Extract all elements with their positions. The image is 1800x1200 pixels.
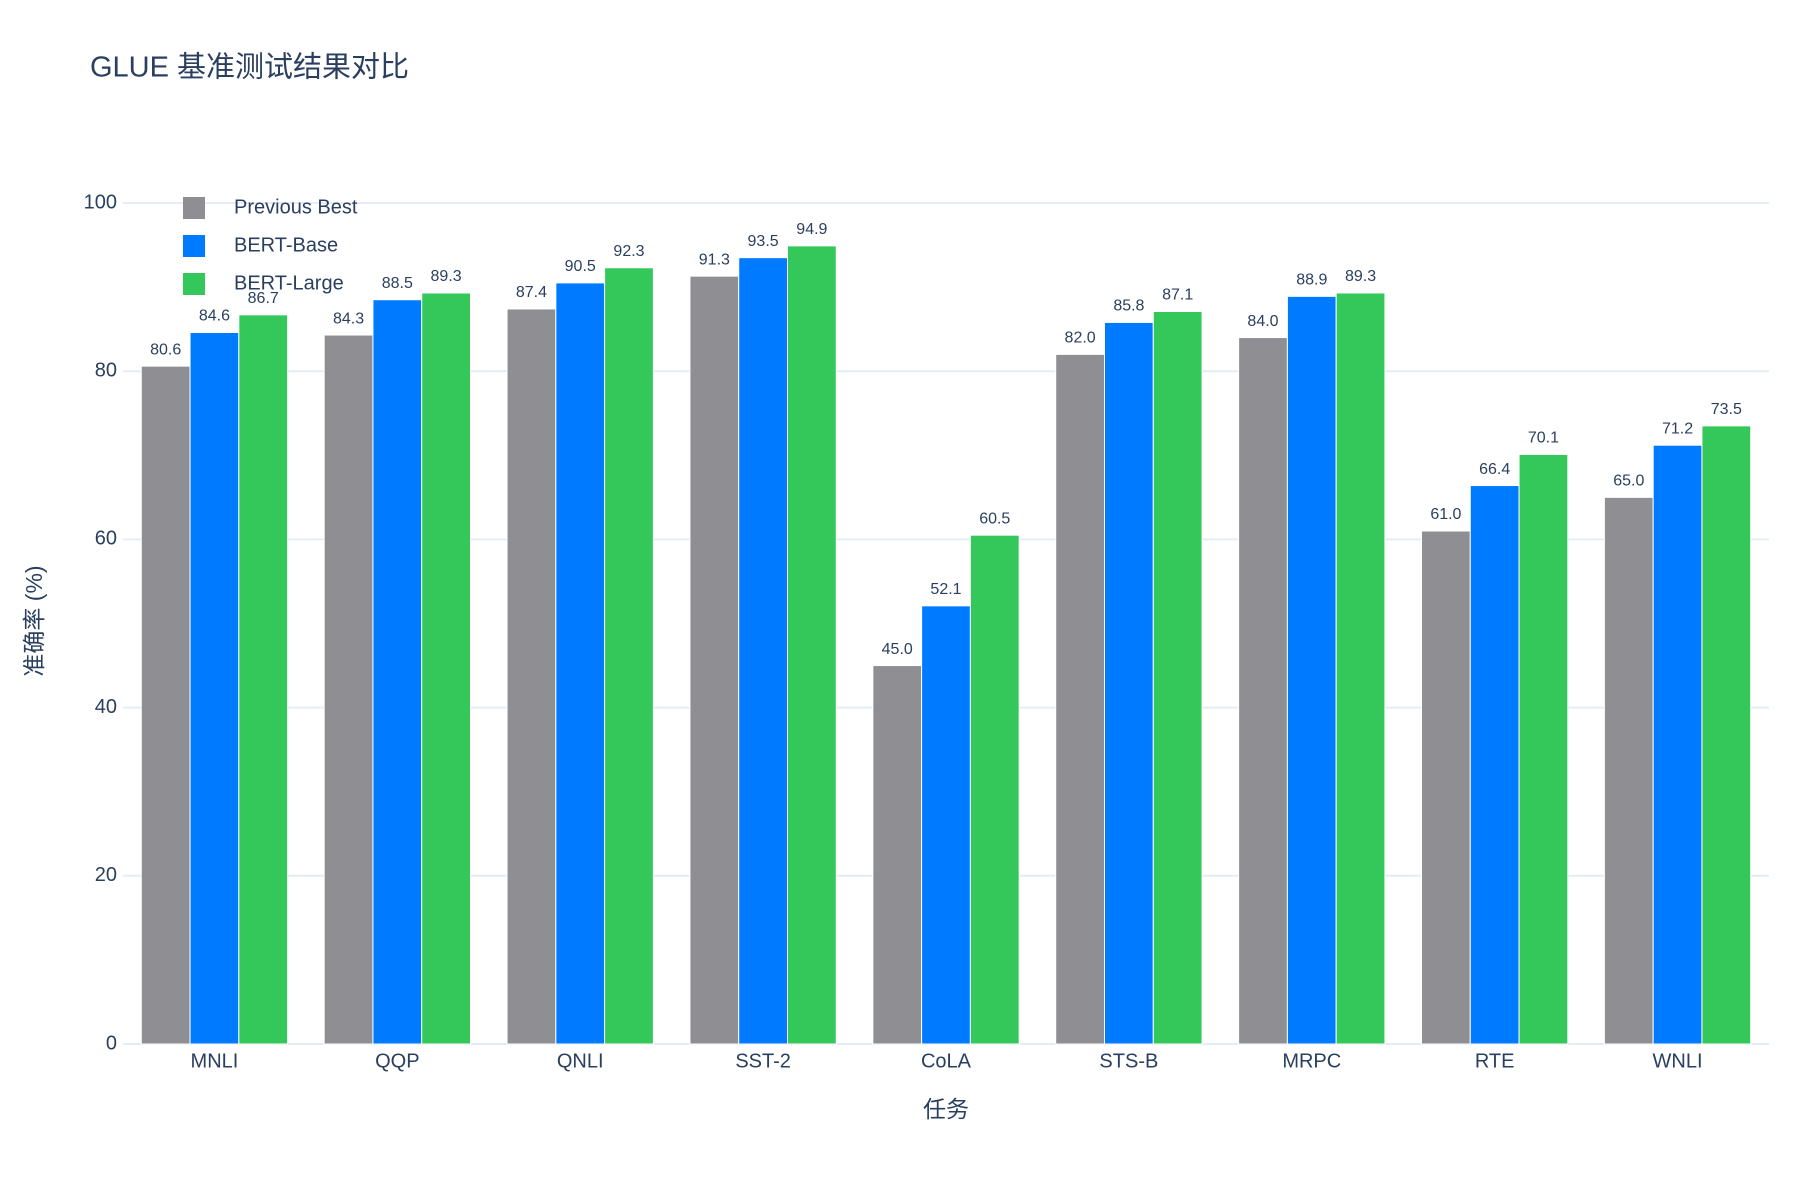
bar: [1152, 310, 1203, 1045]
bar: [1603, 496, 1654, 1045]
y-axis-title: 准确率 (%): [21, 565, 47, 676]
value-label: 88.9: [1296, 272, 1327, 289]
value-label: 87.4: [516, 284, 547, 301]
bar: [1518, 453, 1569, 1045]
value-label: 85.8: [1113, 298, 1144, 315]
legend-label: Previous Best: [234, 196, 358, 218]
bar: [323, 334, 374, 1045]
bar: [1238, 337, 1288, 1045]
x-tick-label: RTE: [1475, 1050, 1515, 1072]
value-label: 73.5: [1711, 401, 1742, 418]
value-label: 52.1: [930, 581, 961, 598]
value-label: 84.3: [333, 310, 364, 327]
value-label: 87.1: [1162, 287, 1193, 304]
y-tick-label: 100: [84, 191, 117, 213]
x-tick-label: SST-2: [735, 1050, 791, 1072]
bar: [786, 245, 837, 1045]
y-tick-label: 20: [95, 864, 117, 886]
legend-label: BERT-Base: [234, 234, 338, 256]
value-label: 90.5: [565, 258, 596, 275]
bar: [969, 534, 1020, 1045]
x-tick-label: QQP: [375, 1050, 419, 1072]
bar: [1421, 530, 1471, 1045]
x-tick-label: STS-B: [1099, 1050, 1158, 1072]
value-label: 89.3: [1345, 268, 1376, 285]
bar: [1335, 292, 1386, 1045]
value-label: 93.5: [748, 233, 779, 250]
bar: [738, 257, 788, 1045]
value-label: 71.2: [1662, 420, 1693, 437]
legend-swatch: [183, 197, 205, 219]
x-tick-label: MNLI: [191, 1050, 239, 1072]
legend-swatch: [183, 273, 205, 295]
x-axis-title: 任务: [923, 1096, 969, 1122]
value-label: 45.0: [882, 641, 913, 658]
value-label: 70.1: [1528, 430, 1559, 447]
value-label: 65.0: [1613, 473, 1644, 490]
bar: [506, 308, 557, 1045]
bar: [1104, 321, 1154, 1045]
y-tick-label: 80: [95, 359, 117, 381]
bar: [1469, 485, 1520, 1045]
value-label: 89.3: [431, 268, 462, 285]
bar: [1701, 425, 1752, 1045]
value-label: 80.6: [150, 341, 181, 358]
value-label: 82.0: [1065, 330, 1096, 347]
bar: [921, 605, 971, 1045]
bar: [1652, 444, 1703, 1045]
value-label: 94.9: [796, 221, 827, 238]
y-tick-label: 60: [95, 528, 117, 550]
bar: [421, 292, 471, 1045]
value-label: 60.5: [979, 510, 1010, 527]
x-tick-label: CoLA: [921, 1050, 972, 1072]
x-tick-label: QNLI: [557, 1050, 604, 1072]
bar: [604, 267, 654, 1045]
x-tick-label: WNLI: [1653, 1050, 1703, 1072]
y-tick-label: 40: [95, 696, 117, 718]
value-label: 92.3: [613, 243, 644, 260]
legend-swatch: [183, 235, 205, 257]
value-label: 91.3: [699, 251, 730, 268]
value-label: 84.0: [1247, 313, 1278, 330]
value-label: 88.5: [382, 275, 413, 292]
chart-title: GLUE 基准测试结果对比: [90, 51, 409, 84]
bar: [872, 665, 923, 1045]
y-tick-label: 0: [106, 1032, 117, 1054]
x-tick-label: MRPC: [1282, 1050, 1341, 1072]
bar: [1055, 353, 1106, 1045]
value-label: 84.6: [199, 308, 230, 325]
bar: [189, 332, 240, 1045]
bar: [372, 299, 423, 1045]
value-label: 66.4: [1479, 461, 1510, 478]
value-label: 86.7: [248, 290, 279, 307]
value-label: 61.0: [1430, 506, 1461, 523]
bar: [555, 282, 606, 1045]
legend-label: BERT-Large: [234, 272, 344, 294]
bar: [140, 365, 191, 1045]
bar: [238, 314, 289, 1045]
bar: [689, 275, 740, 1045]
bar: [1286, 295, 1337, 1045]
